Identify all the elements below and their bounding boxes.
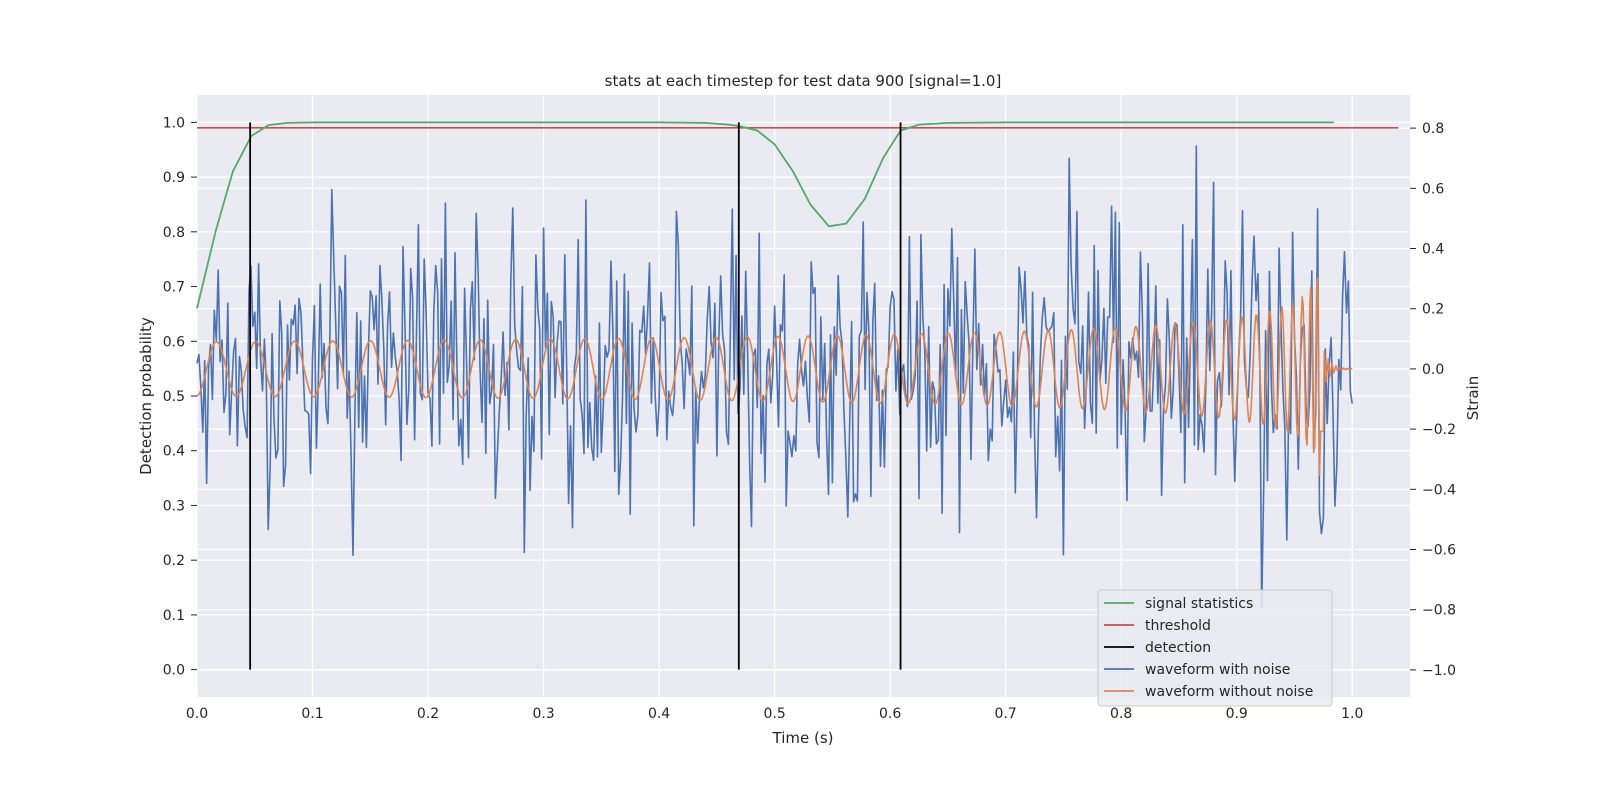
x-tick-label: 0.5 [763,706,785,722]
series-waveform-with-noise [196,145,1353,608]
y-right-tick-label: 0.8 [1422,121,1444,137]
series-lines [196,121,1399,670]
series-signal-statistics [196,121,1334,309]
y-left-tick-label: 0.6 [163,334,185,350]
x-tick-label: 0.2 [417,706,439,722]
x-tick-label: 0.6 [879,706,901,722]
y-right-tick-label: −0.2 [1422,422,1456,438]
legend-box [1097,589,1333,707]
legend-label-detection: detection [1145,640,1211,656]
y-right-tick-label: 0.4 [1422,242,1444,258]
x-tick-label: 0.9 [1226,706,1248,722]
legend: signal statistics threshold detection wa… [1097,589,1333,707]
y-left-tick-label: 1.0 [163,115,185,131]
x-axis-label: Time (s) [772,729,834,747]
y-right-tick-label: 0.6 [1422,181,1444,197]
x-tick-label: 0.1 [301,706,323,722]
y-right-tick-label: −0.8 [1422,603,1456,619]
series-waveform-without-noise [196,277,1353,477]
x-tick-label: 0.7 [995,706,1017,722]
y-right-tick-label: 0.2 [1422,302,1444,318]
y-left-tick-label: 0.0 [163,663,185,679]
y-left-tick-label: 0.4 [163,444,185,460]
y-left-tick-label: 0.8 [163,225,185,241]
axes: 0.0 0.1 0.2 0.3 0.4 0.5 0.6 0.7 0.8 0.9 1.0 0.0 0.1 0… [163,115,1456,722]
y-left-tick-label: 0.9 [163,170,185,186]
y-axis-label-right: Strain [1464,376,1482,420]
y-left-tick-label: 0.3 [163,498,185,514]
legend-label-waveform-with-noise: waveform with noise [1145,662,1290,678]
x-tick-label: 0.3 [532,706,554,722]
y-left-tick-label: 0.2 [163,553,185,569]
x-tick-label: 0.4 [648,706,670,722]
y-right-tick-label: 0.0 [1422,362,1444,378]
chart-title: stats at each timestep for test data 900… [605,72,1002,90]
legend-label-threshold: threshold [1145,618,1211,634]
y-left-tick-label: 0.5 [163,389,185,405]
y-left-tick-label: 0.7 [163,280,185,296]
y-right-tick-label: −0.6 [1422,543,1456,559]
legend-label-waveform-without-noise: waveform without noise [1145,684,1313,700]
y-left-tick-label: 0.1 [163,608,185,624]
legend-label-signal-statistics: signal statistics [1145,596,1253,612]
y-right-tick-label: −0.4 [1422,482,1456,498]
x-tick-label: 0.0 [186,706,208,722]
y-right-tick-label: −1.0 [1422,663,1456,679]
x-tick-label: 0.8 [1110,706,1132,722]
y-axis-label-left: Detection probability [137,317,155,475]
x-tick-label: 1.0 [1341,706,1363,722]
